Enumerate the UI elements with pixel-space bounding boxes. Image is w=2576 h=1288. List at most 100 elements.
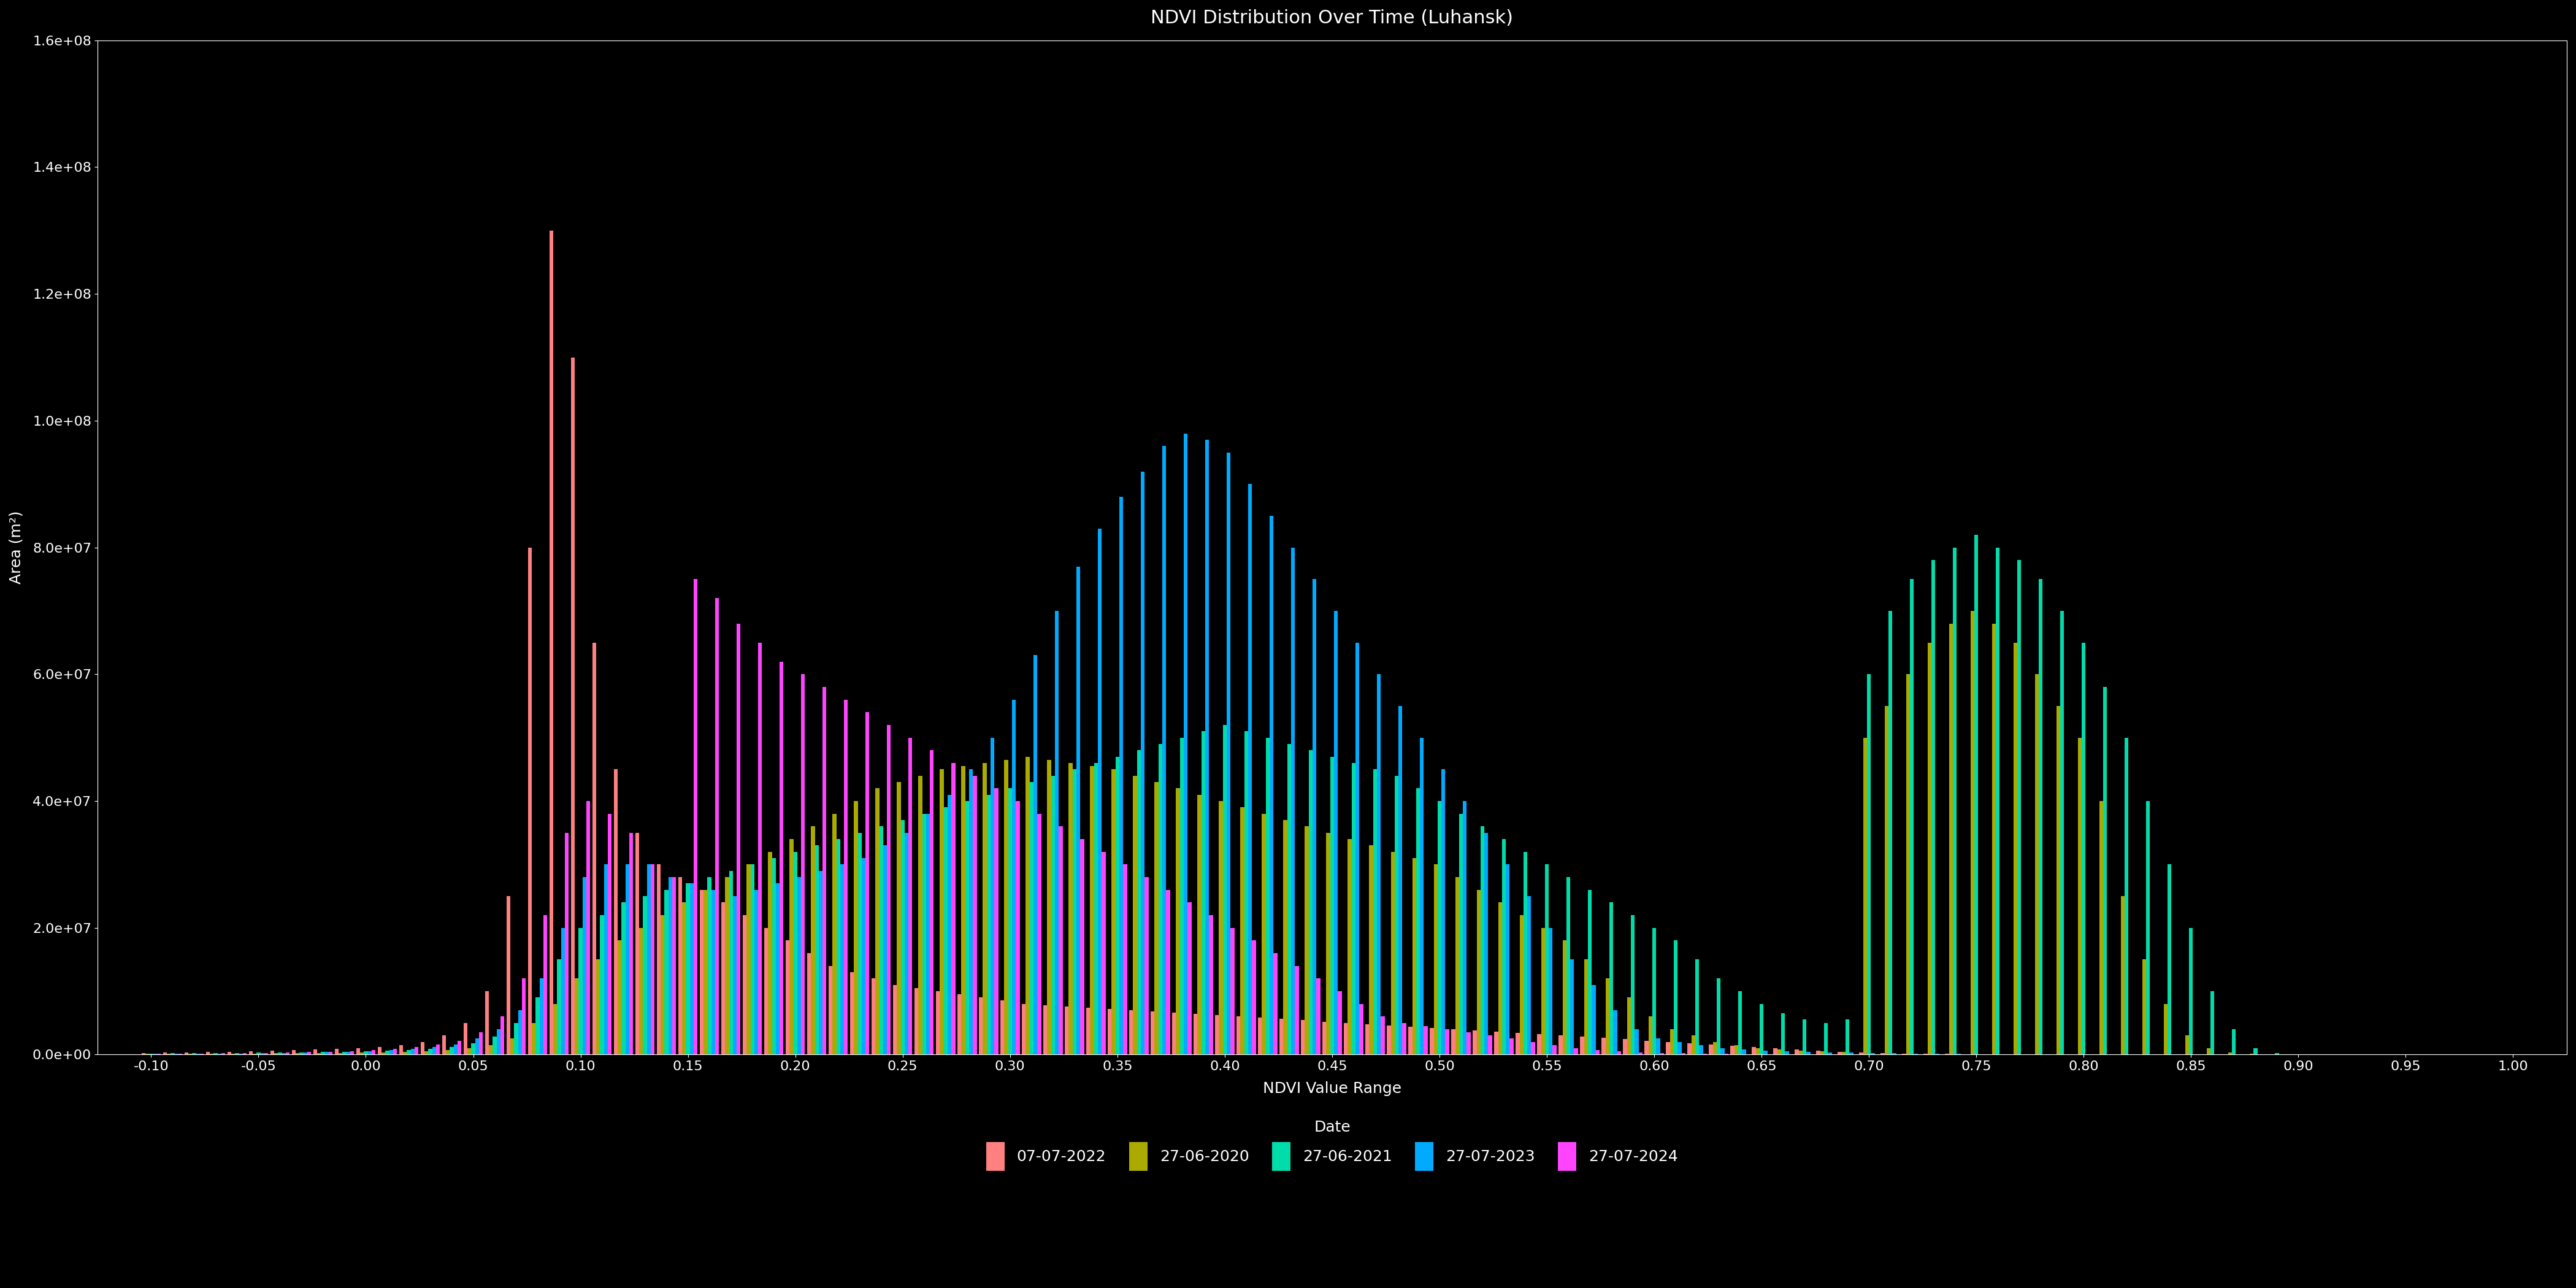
Bar <box>765 927 768 1055</box>
Bar <box>1007 788 1012 1055</box>
Bar <box>515 1023 518 1055</box>
Bar <box>1667 1042 1669 1055</box>
Bar <box>1752 1047 1757 1055</box>
Bar <box>1048 760 1051 1055</box>
Bar <box>350 1051 353 1055</box>
Bar <box>1265 738 1270 1055</box>
Bar <box>1510 1038 1515 1055</box>
Bar <box>644 896 647 1055</box>
Bar <box>742 914 747 1055</box>
Bar <box>162 1052 167 1055</box>
Bar <box>518 1010 523 1055</box>
Bar <box>1226 452 1231 1055</box>
Bar <box>536 997 538 1055</box>
Bar <box>554 1003 556 1055</box>
Bar <box>1079 838 1084 1055</box>
Bar <box>1023 1003 1025 1055</box>
Bar <box>636 832 639 1055</box>
Bar <box>1365 1024 1370 1055</box>
Bar <box>1136 750 1141 1055</box>
Bar <box>1419 738 1425 1055</box>
Bar <box>1090 766 1095 1055</box>
Bar <box>317 1054 322 1055</box>
Bar <box>1193 1014 1198 1055</box>
Bar <box>281 1052 286 1055</box>
Bar <box>1113 769 1115 1055</box>
Bar <box>531 1023 536 1055</box>
Bar <box>829 966 832 1055</box>
Bar <box>1270 515 1273 1055</box>
Bar <box>265 1052 268 1055</box>
Bar <box>355 1048 361 1055</box>
Bar <box>2120 896 2125 1055</box>
Bar <box>1154 782 1159 1055</box>
Bar <box>1816 1051 1821 1055</box>
Bar <box>737 623 739 1055</box>
Bar <box>1842 1052 1844 1055</box>
Bar <box>755 890 757 1055</box>
Bar <box>1870 1052 1875 1055</box>
Bar <box>894 985 896 1055</box>
Bar <box>1473 1030 1476 1055</box>
Bar <box>1352 762 1355 1055</box>
Bar <box>1481 827 1484 1055</box>
Bar <box>451 1047 453 1055</box>
Bar <box>361 1052 363 1055</box>
Bar <box>1108 1009 1113 1055</box>
Bar <box>1038 814 1041 1055</box>
Bar <box>1370 845 1373 1055</box>
Bar <box>307 1052 312 1055</box>
Bar <box>1141 471 1144 1055</box>
Bar <box>1224 725 1226 1055</box>
Bar <box>1476 890 1481 1055</box>
Bar <box>234 1052 240 1055</box>
Bar <box>1121 497 1123 1055</box>
Bar <box>1844 1020 1850 1055</box>
Bar <box>940 769 943 1055</box>
Bar <box>1306 827 1309 1055</box>
Bar <box>1837 1052 1842 1055</box>
Bar <box>1242 808 1244 1055</box>
Bar <box>459 1041 461 1055</box>
Bar <box>984 762 987 1055</box>
Bar <box>528 547 531 1055</box>
Bar <box>621 903 626 1055</box>
Bar <box>1435 864 1437 1055</box>
Bar <box>1391 851 1394 1055</box>
Bar <box>1337 990 1342 1055</box>
Bar <box>1128 1010 1133 1055</box>
Bar <box>325 1052 330 1055</box>
Bar <box>1785 1051 1788 1055</box>
Bar <box>1973 535 1978 1055</box>
Bar <box>523 979 526 1055</box>
Bar <box>1584 960 1587 1055</box>
Bar <box>595 960 600 1055</box>
Bar <box>206 1052 209 1055</box>
Bar <box>1579 1037 1584 1055</box>
Bar <box>1401 1023 1406 1055</box>
Bar <box>747 864 750 1055</box>
Bar <box>1991 623 1996 1055</box>
Bar <box>1015 801 1020 1055</box>
Bar <box>2146 801 2151 1055</box>
Bar <box>866 712 868 1055</box>
Bar <box>1927 643 1932 1055</box>
Bar <box>1538 1034 1540 1055</box>
Bar <box>2102 687 2107 1055</box>
Bar <box>1072 769 1077 1055</box>
Bar <box>922 814 925 1055</box>
Bar <box>1638 1052 1643 1055</box>
Bar <box>381 1052 386 1055</box>
Bar <box>930 750 933 1055</box>
Bar <box>1757 1048 1759 1055</box>
Bar <box>948 795 951 1055</box>
Bar <box>1430 1028 1435 1055</box>
Bar <box>227 1052 232 1055</box>
Bar <box>484 990 489 1055</box>
Bar <box>639 927 644 1055</box>
Bar <box>1301 1020 1306 1055</box>
Bar <box>1437 801 1443 1055</box>
Bar <box>1759 1003 1765 1055</box>
Bar <box>1373 769 1378 1055</box>
Bar <box>1886 706 1888 1055</box>
